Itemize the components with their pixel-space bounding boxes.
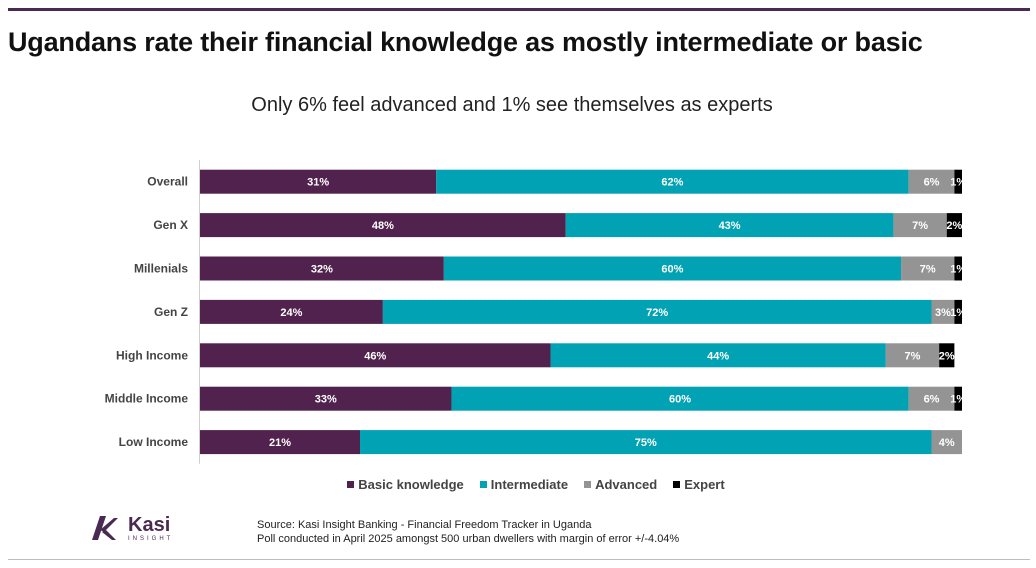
top-rule	[8, 8, 1030, 11]
data-label: 75%	[635, 437, 657, 449]
bar-segment	[901, 256, 955, 281]
data-label: 1%	[950, 394, 966, 406]
bar-segment	[954, 386, 962, 411]
legend-swatch-advanced	[584, 481, 592, 488]
bar-segment	[946, 213, 962, 238]
bar-segment	[954, 256, 962, 281]
legend-swatch-expert	[673, 481, 681, 488]
category-label: Gen X	[153, 218, 188, 232]
data-label: 7%	[920, 264, 936, 276]
data-label: 62%	[661, 177, 683, 189]
data-label: 43%	[719, 220, 741, 232]
data-label: 46%	[364, 350, 386, 362]
bar-segment	[200, 213, 566, 238]
category-label: Middle Income	[105, 392, 189, 406]
data-label: 60%	[669, 394, 691, 406]
bottom-rule	[8, 559, 1030, 560]
data-label: 6%	[924, 177, 940, 189]
chart-subtitle: Only 6% feel advanced and 1% see themsel…	[251, 94, 773, 116]
bar-segment	[200, 343, 551, 368]
bar-segment	[360, 430, 932, 455]
data-label: 32%	[311, 264, 333, 276]
bar-segment	[885, 343, 940, 368]
data-label: 48%	[372, 220, 394, 232]
legend-item-intermediate: Intermediate	[479, 477, 569, 492]
data-label: 7%	[905, 350, 921, 362]
bar-segment	[954, 169, 962, 194]
legend-item-basic: Basic knowledge	[347, 477, 464, 492]
legend-item-expert: Expert	[673, 477, 725, 492]
kasi-logo: Kasi INSIGHT	[90, 512, 180, 546]
bar-segment	[931, 299, 955, 324]
data-label: 72%	[646, 307, 668, 319]
legend: Basic knowledge Intermediate Advanced Ex…	[0, 477, 1036, 492]
category-label: Millenials	[134, 262, 188, 276]
bar-segment	[200, 430, 361, 455]
data-label: 2%	[939, 350, 955, 362]
data-label: 1%	[950, 307, 966, 319]
source-line-1: Source: Kasi Insight Banking - Financial…	[257, 519, 592, 531]
source-note: Source: Kasi Insight Banking - Financial…	[257, 518, 679, 546]
chart-title: Ugandans rate their financial knowledge …	[8, 27, 923, 57]
bar-segment	[908, 169, 955, 194]
data-label: 4%	[939, 437, 955, 449]
bar-segment	[908, 386, 955, 411]
bar-segment	[954, 299, 962, 324]
data-label: 31%	[307, 177, 329, 189]
data-label: 21%	[269, 437, 291, 449]
legend-item-advanced: Advanced	[584, 477, 657, 492]
legend-swatch-intermediate	[479, 481, 487, 488]
bar-segment	[443, 256, 902, 281]
bar-segment	[931, 430, 962, 455]
data-label: 3%	[935, 307, 951, 319]
bar-segment	[382, 299, 932, 324]
category-label: High Income	[116, 348, 188, 362]
legend-label-intermediate: Intermediate	[490, 477, 569, 492]
bar-segment	[550, 343, 886, 368]
bar-segment	[893, 213, 947, 238]
bar-segment	[200, 299, 383, 324]
logo-subtitle: INSIGHT	[128, 536, 174, 542]
category-label: Overall	[147, 175, 188, 189]
bar-segment	[200, 169, 437, 194]
data-label: 60%	[661, 264, 683, 276]
category-label: Low Income	[119, 435, 189, 449]
kasi-logo-icon	[92, 516, 118, 540]
data-label: 33%	[315, 394, 337, 406]
category-label: Gen Z	[154, 305, 188, 319]
bar-segment	[565, 213, 894, 238]
legend-label-advanced: Advanced	[595, 477, 658, 492]
legend-label-basic: Basic knowledge	[358, 477, 464, 492]
data-label: 7%	[912, 220, 928, 232]
legend-label-expert: Expert	[684, 477, 725, 492]
logo-name: Kasi	[128, 514, 171, 536]
bar-segment	[200, 386, 452, 411]
bar-segment	[436, 169, 909, 194]
data-label: 1%	[950, 177, 966, 189]
legend-swatch-basic	[347, 481, 355, 488]
source-line-2: Poll conducted in April 2025 amongst 500…	[257, 533, 680, 545]
stacked-bar-chart: Overall 31% 62% 6% 1% Gen X 48% 43% 7% 2% Millenia…	[104, 160, 966, 464]
data-label: 1%	[950, 264, 966, 276]
bar-segment	[200, 256, 444, 281]
data-label: 24%	[280, 307, 302, 319]
bar-segment	[451, 386, 909, 411]
data-label: 6%	[924, 394, 940, 406]
data-label: 44%	[707, 350, 729, 362]
data-label: 2%	[946, 220, 962, 232]
bar-segment	[939, 343, 955, 368]
